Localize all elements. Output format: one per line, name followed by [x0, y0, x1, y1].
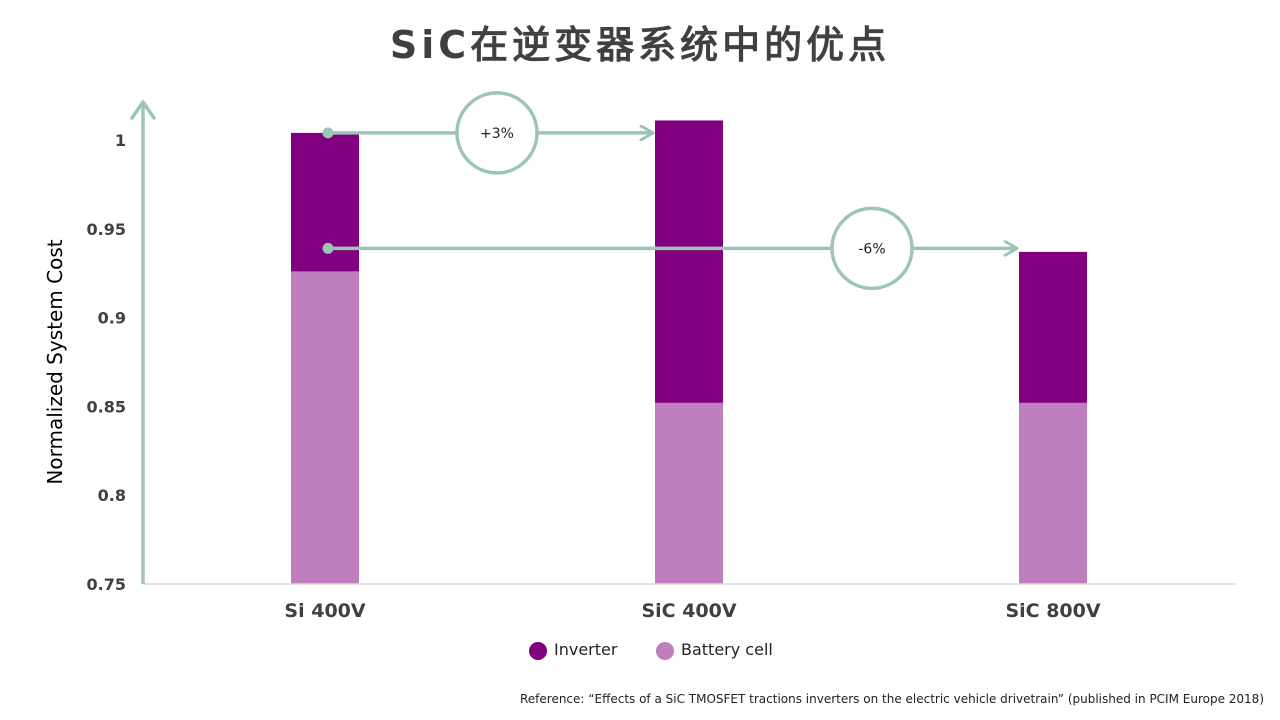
reference-note: Reference: “Effects of a SiC TMOSFET tra…: [519, 692, 1264, 706]
y-tick-label: 0.9: [98, 309, 126, 328]
annotation-label: -6%: [858, 241, 885, 257]
y-axis-arrowhead: [130, 100, 156, 120]
y-tick-label: 0.8: [98, 486, 126, 505]
y-tick-label: 0.95: [87, 220, 126, 239]
legend-label: Battery cell: [681, 640, 773, 659]
legend-marker-inverter: [529, 642, 547, 660]
chart-title: SiC在逆变器系统中的优点: [389, 23, 891, 67]
bar-battery-cell-1: [655, 402, 723, 584]
bar-battery-cell-2: [1019, 402, 1087, 584]
y-axis-label: Normalized System Cost: [43, 239, 67, 484]
legend-label: Inverter: [554, 640, 618, 659]
bar-inverter-1: [655, 120, 723, 403]
x-category-label: SiC 800V: [1005, 600, 1100, 622]
bar-battery-cell-0: [291, 271, 359, 584]
legend-marker-battery-cell: [656, 642, 674, 660]
y-tick-label: 1: [115, 131, 126, 150]
annotation-circle: [455, 91, 539, 175]
x-category-label: SiC 400V: [641, 600, 736, 622]
y-tick-label: 0.75: [87, 575, 126, 594]
annotation-label: +3%: [480, 126, 514, 142]
bar-inverter-2: [1019, 251, 1087, 403]
annotation-circle: [830, 206, 914, 291]
x-category-label: Si 400V: [284, 600, 365, 622]
y-tick-label: 0.85: [87, 397, 126, 416]
